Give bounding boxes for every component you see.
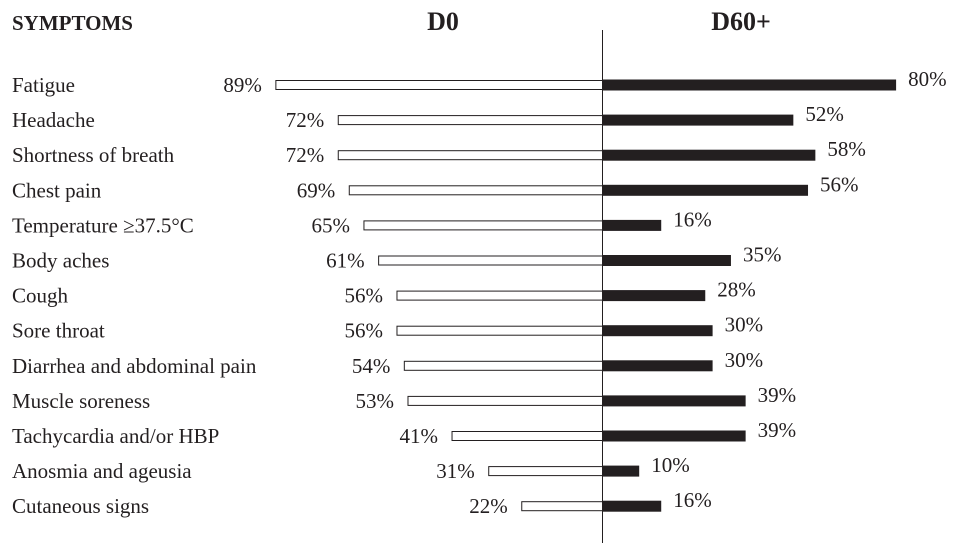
d0-value-label-tachycardia-and-or-hbp: 41% [400,424,439,448]
d0-value-label-fatigue: 89% [223,73,262,97]
chart-rows: Fatigue 89% 80% Headache 72% 52% Shortness of … [12,67,947,518]
d0-bar-sore-throat [396,325,604,336]
d0-value-label-sore-throat: 56% [344,319,383,343]
d60-value-label-cutaneous-signs: 16% [673,488,712,512]
d0-value-label-temperature-37-5-c: 65% [311,213,350,237]
d60-value-label-tachycardia-and-or-hbp: 39% [758,418,797,442]
d60-bar-chest-pain [602,184,809,196]
d0-bar-body-aches [378,255,603,266]
d0-value-label-diarrhea-and-abdominal-pain: 54% [352,354,391,378]
category-label-fatigue: Fatigue [12,73,75,97]
d60-bar-tachycardia-and-or-hbp [602,430,746,442]
d60-value-label-fatigue: 80% [908,67,947,91]
d60-bar-sore-throat [602,325,713,337]
d0-bar-headache [337,115,603,126]
d60-bar-cough [602,290,706,302]
d0-bar-temperature-37-5-c [363,220,604,231]
d60-bar-diarrhea-and-abdominal-pain [602,360,713,372]
d0-value-label-cough: 56% [344,284,383,308]
category-label-headache: Headache [12,108,95,132]
category-label-body-aches: Body aches [12,249,109,273]
d0-value-label-muscle-soreness: 53% [355,389,394,413]
d60-bar-temperature-37-5-c [602,219,662,231]
d0-bar-shortness-of-breath [337,150,603,161]
category-label-chest-pain: Chest pain [12,178,102,202]
d60-value-label-muscle-soreness: 39% [758,383,797,407]
d60-bar-headache [602,114,794,126]
category-label-cutaneous-signs: Cutaneous signs [12,494,149,518]
d0-value-label-headache: 72% [286,108,325,132]
d60-value-label-anosmia-and-ageusia: 10% [651,453,690,477]
symptoms-header: SYMPTOMS [12,11,133,35]
d0-bar-fatigue [275,80,603,90]
d0-bar-chest-pain [348,185,603,196]
d60-value-label-body-aches: 35% [743,243,782,267]
category-label-muscle-soreness: Muscle soreness [12,389,150,413]
category-label-diarrhea-and-abdominal-pain: Diarrhea and abdominal pain [12,354,257,378]
d0-value-label-shortness-of-breath: 72% [286,143,325,167]
d0-value-label-chest-pain: 69% [297,178,336,202]
d0-bar-anosmia-and-ageusia [488,466,604,477]
d0-bar-cutaneous-signs [521,501,604,512]
d0-bar-muscle-soreness [407,395,603,406]
d60-value-label-shortness-of-breath: 58% [827,137,866,161]
d60-value-label-cough: 28% [717,278,756,302]
d60-bar-body-aches [602,255,731,266]
d0-value-label-anosmia-and-ageusia: 31% [436,459,475,483]
d0-bar-diarrhea-and-abdominal-pain [403,360,603,371]
d60-value-label-headache: 52% [805,102,844,126]
d60-bar-shortness-of-breath [602,149,816,161]
category-label-shortness-of-breath: Shortness of breath [12,143,175,167]
category-label-anosmia-and-ageusia: Anosmia and ageusia [12,459,192,483]
category-label-cough: Cough [12,284,69,308]
d60-value-label-chest-pain: 56% [820,172,859,196]
d60-value-label-sore-throat: 30% [725,313,764,337]
category-label-tachycardia-and-or-hbp: Tachycardia and/or HBP [12,424,219,448]
d0-value-label-cutaneous-signs: 22% [469,494,508,518]
d60-bar-fatigue [602,79,897,91]
d60-bar-anosmia-and-ageusia [602,465,640,477]
category-label-sore-throat: Sore throat [12,319,105,343]
d60-bar-muscle-soreness [602,395,746,407]
d0-header: D0 [427,7,459,36]
d60-value-label-temperature-37-5-c: 16% [673,207,712,231]
d0-bar-cough [396,290,604,301]
d60-header: D60+ [711,7,771,36]
d0-value-label-body-aches: 61% [326,249,365,273]
d60-value-label-diarrhea-and-abdominal-pain: 30% [725,348,764,372]
d0-bar-tachycardia-and-or-hbp [451,431,603,441]
category-label-temperature-37-5-c: Temperature ≥37.5°C [12,213,194,237]
d60-bar-cutaneous-signs [602,500,662,512]
